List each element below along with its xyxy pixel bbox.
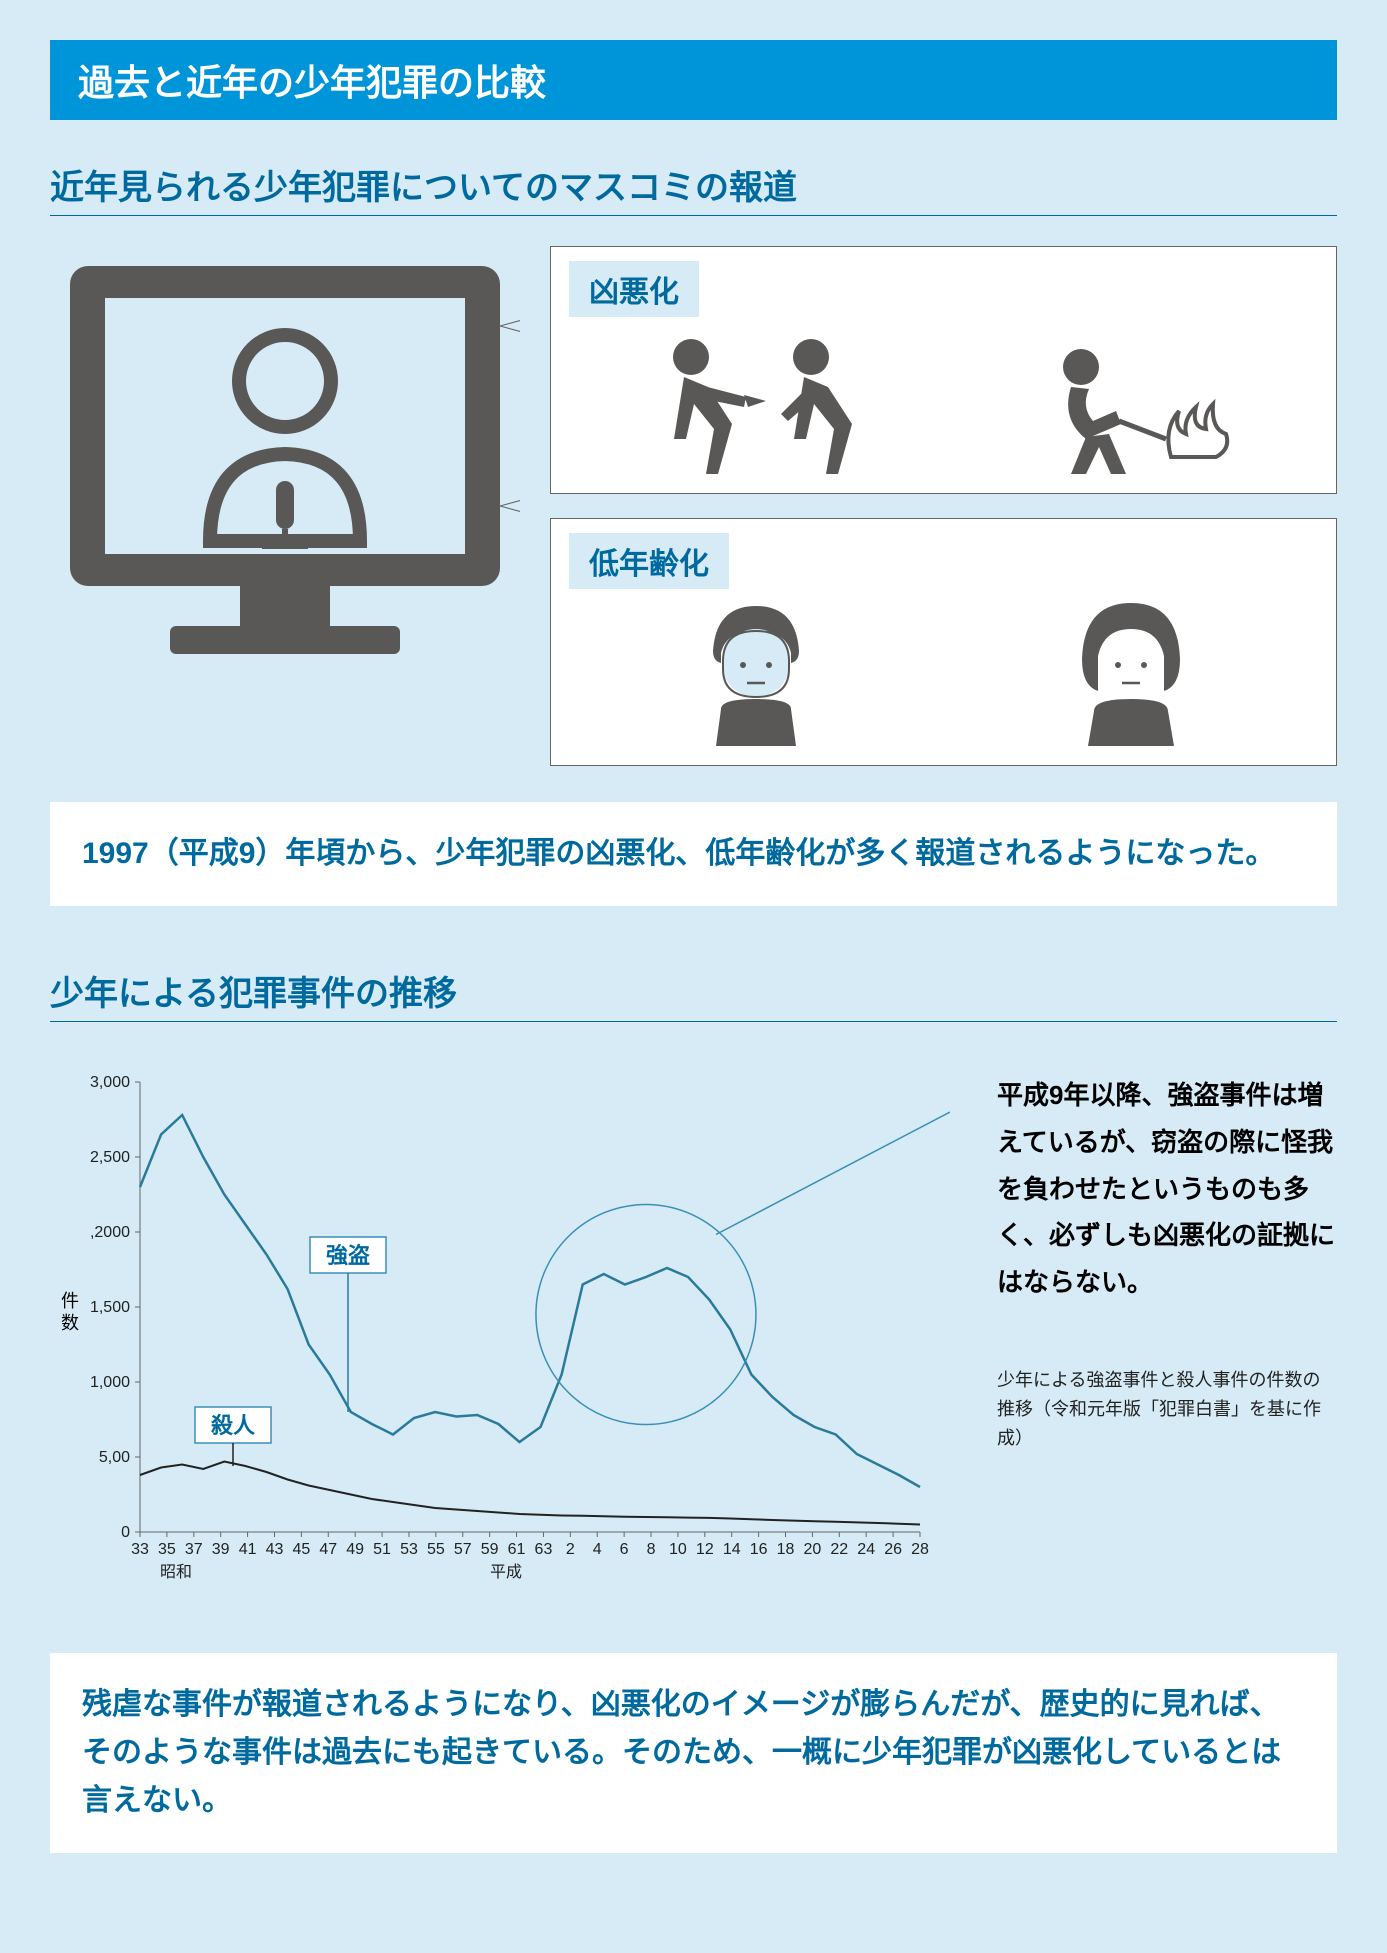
- svg-text:61: 61: [508, 1541, 526, 1558]
- svg-text:2: 2: [566, 1541, 575, 1558]
- section1-title: 近年見られる少年犯罪についてのマスコミの報道: [50, 160, 1337, 216]
- svg-text:,2000: ,2000: [90, 1224, 130, 1241]
- svg-text:14: 14: [723, 1541, 741, 1558]
- svg-text:10: 10: [669, 1541, 687, 1558]
- bubble-younger: 低年齢化: [550, 518, 1337, 766]
- page-banner: 過去と近年の少年犯罪の比較: [50, 40, 1337, 120]
- svg-text:24: 24: [857, 1541, 875, 1558]
- svg-text:件数: 件数: [61, 1291, 79, 1333]
- svg-text:12: 12: [696, 1541, 714, 1558]
- svg-text:28: 28: [911, 1541, 929, 1558]
- svg-text:45: 45: [292, 1541, 310, 1558]
- chart-annotation: 平成9年以降、強盗事件は増えているが、窃盗の際に怪我を負わせたというものも多く、…: [997, 1052, 1337, 1617]
- svg-text:43: 43: [266, 1541, 284, 1558]
- annotation-text: 平成9年以降、強盗事件は増えているが、窃盗の際に怪我を負わせたというものも多く、…: [997, 1072, 1337, 1306]
- child-girl-icon: [1046, 591, 1216, 751]
- bubble1-title: 凶悪化: [569, 261, 699, 317]
- source-note: 少年による強盗事件と殺人事件の件数の推移（令和元年版「犯罪白書」を基に作成）: [997, 1366, 1337, 1452]
- svg-text:39: 39: [212, 1541, 230, 1558]
- tv-illustration: [50, 246, 520, 766]
- svg-text:0: 0: [121, 1524, 130, 1541]
- svg-text:1,500: 1,500: [90, 1299, 130, 1316]
- section1-highlight: 1997（平成9）年頃から、少年犯罪の凶悪化、低年齢化が多く報道されるようになっ…: [50, 802, 1337, 906]
- svg-text:8: 8: [647, 1541, 656, 1558]
- svg-text:59: 59: [481, 1541, 499, 1558]
- svg-text:2,500: 2,500: [90, 1149, 130, 1166]
- bubble2-title: 低年齢化: [569, 533, 729, 589]
- svg-text:1,000: 1,000: [90, 1374, 130, 1391]
- svg-text:4: 4: [593, 1541, 602, 1558]
- svg-text:18: 18: [777, 1541, 795, 1558]
- svg-text:22: 22: [830, 1541, 848, 1558]
- svg-text:平成: 平成: [490, 1563, 522, 1581]
- section2-conclusion: 残虐な事件が報道されるようになり、凶悪化のイメージが膨らんだが、歴史的に見れば、…: [50, 1653, 1337, 1853]
- fire-icon: [1031, 329, 1251, 479]
- svg-text:16: 16: [750, 1541, 768, 1558]
- svg-text:昭和: 昭和: [160, 1563, 192, 1581]
- stabbing-icon: [636, 329, 896, 479]
- svg-text:強盗: 強盗: [326, 1243, 370, 1268]
- svg-text:35: 35: [158, 1541, 176, 1558]
- svg-text:41: 41: [239, 1541, 257, 1558]
- svg-text:57: 57: [454, 1541, 472, 1558]
- section2-title: 少年による犯罪事件の推移: [50, 966, 1337, 1022]
- child-boy-icon: [671, 591, 841, 751]
- svg-text:33: 33: [131, 1541, 149, 1558]
- svg-text:5,00: 5,00: [99, 1449, 130, 1466]
- line-chart: 0 5,00 1,000 1,500 ,2000 2,500 3,000 件数 33 35 37 39…: [50, 1052, 967, 1617]
- svg-text:55: 55: [427, 1541, 445, 1558]
- svg-text:3,000: 3,000: [90, 1074, 130, 1091]
- svg-text:26: 26: [884, 1541, 902, 1558]
- svg-text:47: 47: [319, 1541, 337, 1558]
- svg-text:6: 6: [620, 1541, 629, 1558]
- svg-text:殺人: 殺人: [211, 1413, 255, 1438]
- svg-text:51: 51: [373, 1541, 391, 1558]
- bubble-violent: 凶悪化: [550, 246, 1337, 494]
- svg-text:20: 20: [804, 1541, 822, 1558]
- svg-text:49: 49: [346, 1541, 364, 1558]
- svg-text:63: 63: [535, 1541, 553, 1558]
- svg-text:37: 37: [185, 1541, 203, 1558]
- media-row: 凶悪化: [50, 246, 1337, 766]
- svg-text:53: 53: [400, 1541, 418, 1558]
